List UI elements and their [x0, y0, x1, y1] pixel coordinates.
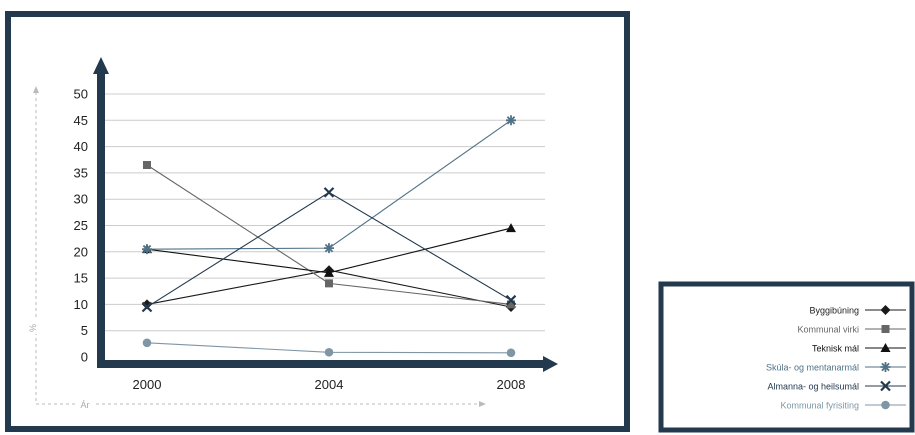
y-tick-label: 10 [74, 297, 88, 312]
legend-marker [880, 305, 891, 315]
legend-marker [880, 380, 891, 392]
legend-label: Almanna- og heilsumál [767, 382, 859, 392]
data-point [324, 267, 334, 277]
data-point [141, 301, 153, 313]
legend-marker [880, 343, 891, 352]
y-tick-label: 40 [74, 139, 88, 154]
series-1 [143, 161, 515, 309]
y-tick-label: 30 [74, 192, 88, 207]
legend-item: Almanna- og heilsumál [767, 380, 906, 392]
y-tick-label: 25 [74, 218, 88, 233]
data-point [324, 347, 334, 357]
legend: Byggibúning Kommunal virki Teknisk mál Skúl… [766, 305, 906, 411]
data-point [143, 161, 151, 170]
data-point [506, 115, 516, 126]
y-tick-label: 0 [81, 350, 88, 365]
legend-item: Teknisk mál [812, 343, 906, 354]
legend-label: Teknisk mál [812, 344, 859, 354]
y-tick-label: 35 [74, 165, 88, 180]
y-tick-label: 50 [74, 87, 88, 102]
x-axis-title-guide-arrow [479, 401, 486, 407]
legend-marker [881, 400, 890, 410]
legend-label: Skúla- og mentanarmál [766, 363, 859, 373]
x-tick-label: 2000 [133, 377, 162, 392]
legend-marker [881, 325, 890, 333]
y-tick-label: 15 [74, 271, 88, 286]
legend-item: Byggibúning [809, 305, 906, 316]
y-tick-label: 45 [74, 113, 88, 128]
axes [93, 57, 558, 372]
series-lines [141, 115, 517, 358]
data-point [142, 299, 152, 310]
legend-item: Kommunal fyrisiting [780, 401, 906, 411]
data-point [506, 223, 516, 233]
x-tick-label: 2004 [315, 377, 344, 392]
data-point [325, 279, 333, 288]
plot-frame [5, 11, 630, 432]
x-tick-label: 2008 [497, 377, 526, 392]
legend-item: Kommunal virki [797, 325, 906, 335]
series-5 [142, 338, 516, 358]
y-axis-title: % [28, 324, 38, 332]
x-axis-title: Ár [81, 400, 90, 410]
legend-frame [658, 281, 915, 433]
x-axis-line [97, 360, 545, 368]
series-3 [142, 115, 516, 255]
legend-marker [880, 362, 891, 372]
data-point [507, 300, 515, 309]
y-axis-title-guide-arrow [33, 86, 39, 93]
series-4 [141, 187, 517, 313]
x-tick-labels: 2000 2004 2008 [133, 377, 526, 392]
data-point [324, 243, 334, 254]
legend-label: Kommunal fyrisiting [780, 401, 859, 411]
data-point [323, 187, 335, 198]
legend-item: Skúla- og mentanarmál [766, 362, 906, 373]
y-tick-labels: 0 5 10 15 20 25 30 35 40 45 50 [74, 87, 88, 365]
data-point [142, 244, 152, 255]
y-axis-arrow [93, 57, 109, 74]
data-point [506, 348, 516, 358]
legend-label: Byggibúning [809, 306, 859, 316]
grid-lines [104, 93, 545, 332]
y-axis-line [97, 72, 105, 364]
y-tick-label: 5 [81, 323, 88, 338]
data-point [142, 338, 152, 348]
y-tick-label: 20 [74, 244, 88, 259]
data-point [505, 294, 517, 306]
legend-label: Kommunal virki [797, 325, 859, 335]
x-axis-arrow [543, 356, 558, 372]
